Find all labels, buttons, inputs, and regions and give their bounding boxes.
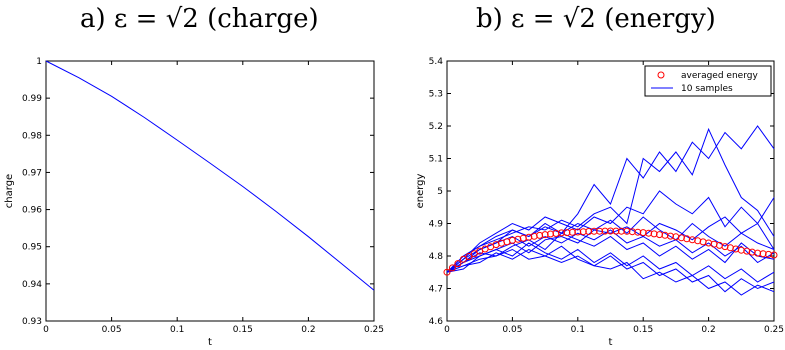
chart-a-y-tick-label: 0.98 [22, 131, 42, 141]
chart-a-y-tick-label: 0.97 [22, 168, 42, 178]
chart-b-series-line-2 [446, 127, 775, 273]
chart-a-y-tick-label: 0.96 [22, 206, 42, 216]
chart-b-y-tick-label: 4.7 [429, 285, 443, 295]
chart-b-avg-marker [612, 227, 620, 235]
chart-b-x-tick-label: 0.2 [701, 325, 715, 335]
chart-b-avg-marker [443, 268, 451, 276]
chart-b-legend-marker-avg [657, 71, 665, 79]
chart-b-avg-marker [596, 227, 604, 235]
chart-b-avg-marker [650, 230, 658, 238]
chart-b-x-tick-label: 0 [444, 325, 450, 335]
chart-a-y-axis-label: charge [4, 174, 15, 208]
chart-a-y-tick-label: 0.94 [22, 280, 42, 290]
chart-b-series-line-5 [446, 232, 775, 273]
chart-a-plot-frame [45, 60, 375, 322]
chart-b-avg-marker [541, 231, 549, 239]
chart-b-avg-marker [448, 264, 456, 272]
chart-b-y-axis-label: energy [415, 173, 426, 208]
chart-a-x-tick-label: 0.25 [364, 325, 384, 335]
chart-b-avg-marker [465, 253, 473, 260]
chart-b-avg-marker [634, 228, 642, 236]
chart-b-legend-label-avg: averaged energy [681, 71, 758, 81]
chart-b-avg-marker [770, 251, 778, 259]
chart-b-plot-frame [446, 60, 775, 322]
chart-b-series-line-9 [446, 229, 775, 273]
chart-b-avg-marker [585, 228, 593, 235]
chart-b-y-tick-label: 5.1 [429, 155, 443, 165]
chart-b-y-tick-label: 4.9 [429, 220, 444, 230]
chart-b-x-tick-label: 0.1 [571, 325, 585, 335]
chart-b-series-line-6 [446, 242, 775, 283]
chart-b-series-line-3 [446, 190, 775, 273]
chart-a-y-tick-label: 0.95 [22, 243, 42, 253]
chart-b-y-tick-label: 5.2 [429, 122, 443, 132]
chart-a-x-axis-label: t [208, 337, 212, 348]
chart-a-x-tick-label: 0.2 [301, 325, 315, 335]
chart-b-y-tick-label: 4.8 [429, 252, 444, 262]
chart-a-y-tick-label: 1 [36, 57, 42, 67]
chart-a-y-tick-label: 0.93 [22, 317, 42, 327]
chart-b-y-tick-label: 5.3 [429, 90, 443, 100]
chart-b-avg-marker [558, 229, 565, 237]
chart-b-avg-marker [639, 229, 647, 237]
chart-b-avg-marker [568, 228, 576, 236]
chart-a-x-tick-label: 0 [43, 325, 49, 335]
chart-b-series-line-8 [446, 248, 775, 296]
chart-b-avg-marker [759, 250, 767, 258]
chart-b-series-line-7 [446, 245, 775, 293]
chart-b-series-line-4 [446, 216, 775, 273]
chart-b-avg-marker [579, 228, 587, 236]
chart-a-x-tick-label: 0.1 [170, 325, 184, 335]
chart-b-y-tick-label: 5.4 [429, 57, 444, 67]
chart-b-avg-marker [623, 227, 631, 235]
chart-b-title: b) ε = √2 (energy) [476, 4, 716, 34]
chart-b-series-line-1 [446, 125, 775, 273]
chart-b-x-tick-label: 0.15 [633, 325, 653, 335]
chart-b-legend-label-samples: 10 samples [681, 84, 733, 94]
chart-a-x-tick-label: 0.05 [102, 325, 122, 335]
chart-b-x-axis-label: t [609, 337, 613, 348]
chart-b-x-tick-label: 0.05 [502, 325, 522, 335]
chart-b-avg-marker [470, 250, 478, 258]
chart-a-title: a) ε = √2 (charge) [80, 4, 319, 34]
chart-b-y-tick-label: 5 [437, 187, 443, 197]
chart-b-avg-marker [667, 232, 674, 240]
chart-a-series-line-0 [45, 60, 375, 291]
chart-b-x-tick-label: 0.25 [764, 325, 784, 335]
chart-b-legend-box [644, 65, 772, 97]
chart-b-y-tick-label: 4.6 [429, 317, 444, 327]
chart-a-x-tick-label: 0.15 [233, 325, 253, 335]
chart-b-avg-marker [454, 260, 462, 268]
chart-b-avg-marker [459, 255, 467, 263]
chart-b-series-line-10 [446, 216, 775, 273]
chart-a-y-tick-label: 0.99 [22, 94, 42, 104]
